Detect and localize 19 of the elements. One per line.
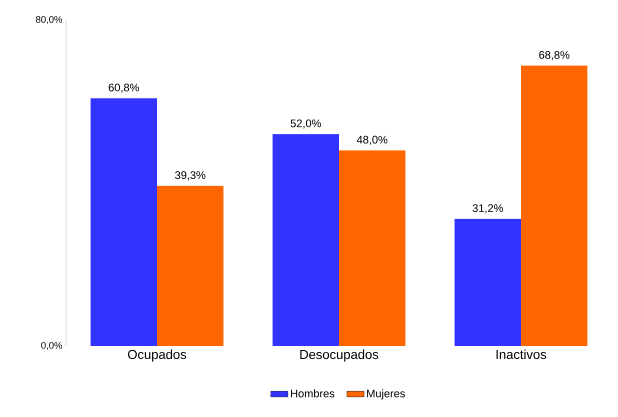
data-label: 60,8% xyxy=(108,84,139,93)
x-tick-label: Desocupados xyxy=(300,350,378,362)
legend-label: Hombres xyxy=(291,389,334,398)
data-label: 48,0% xyxy=(356,136,388,145)
data-label: 39,3% xyxy=(175,171,206,180)
bar xyxy=(90,98,158,346)
data-label: 68,8% xyxy=(539,51,570,60)
data-label: 52,0% xyxy=(290,119,321,129)
bar xyxy=(454,218,521,346)
bar xyxy=(157,186,224,346)
x-tick-label: Ocupados xyxy=(128,350,186,362)
bar xyxy=(521,66,588,346)
x-tick-label: Inactivos xyxy=(496,350,546,360)
legend-label: Mujeres xyxy=(367,389,405,400)
y-tick-label: 0,0% xyxy=(41,342,62,350)
y-tick-label: 80,0% xyxy=(36,16,62,24)
bar xyxy=(339,150,406,346)
data-label: 31,2% xyxy=(472,204,503,214)
bar xyxy=(272,134,339,346)
